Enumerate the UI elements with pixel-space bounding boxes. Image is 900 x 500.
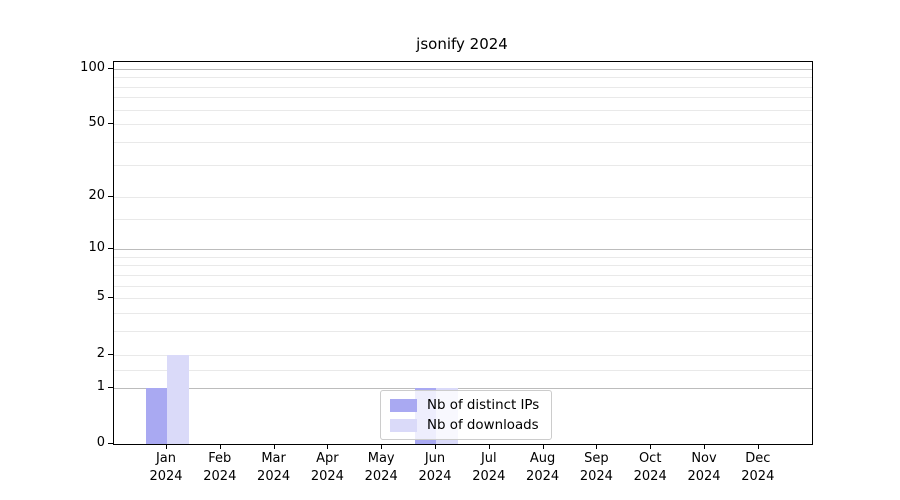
x-tick-label-year: 2024 — [203, 469, 237, 484]
gridline-2 — [114, 354, 812, 356]
y-tick-mark-20 — [108, 195, 113, 197]
x-tick-label-jul: Jul 2024 — [457, 450, 521, 486]
gridline-8 — [114, 265, 812, 267]
y-tick-mark-1 — [108, 386, 113, 388]
x-tick-mark-aug-2024 — [542, 444, 544, 449]
x-tick-label-jan: Jan 2024 — [134, 450, 198, 486]
y-tick-label-20: 20 — [88, 187, 105, 203]
x-tick-mark-oct-2024 — [650, 444, 652, 449]
x-tick-mark-jun-2024 — [435, 444, 436, 449]
x-tick-label-mar: Mar 2024 — [242, 450, 306, 486]
plot-area: Nb of distinct IPs Nb of downloads — [113, 61, 813, 445]
gridline-6 — [114, 285, 812, 287]
y-tick-mark-5 — [108, 297, 113, 299]
y-tick-mark-0 — [108, 443, 113, 444]
gridline-7 — [114, 274, 812, 276]
x-tick-label-year: 2024 — [741, 469, 775, 484]
x-tick-label-month: Dec — [745, 451, 771, 466]
x-tick-label-month: Nov — [691, 451, 717, 466]
gridline-70 — [114, 97, 812, 99]
legend-item-nb-of-distinct-ips: Nb of distinct IPs — [388, 395, 544, 415]
y-tick-mark-10 — [108, 248, 113, 250]
x-tick-mark-dec-2024 — [757, 444, 759, 449]
x-tick-mark-jan-2024 — [166, 444, 167, 449]
x-tick-label-month: Sep — [584, 451, 609, 466]
x-tick-label-oct: Oct 2024 — [618, 450, 682, 486]
x-tick-label-aug: Aug 2024 — [511, 450, 575, 486]
x-tick-label-month: Jan — [155, 451, 177, 466]
gridline-1.5 — [114, 369, 812, 371]
x-tick-mark-nov-2024 — [704, 444, 705, 449]
gridline-40 — [114, 142, 812, 144]
y-tick-mark-50 — [108, 123, 113, 125]
gridline-5 — [114, 298, 812, 300]
x-tick-mark-jul-2024 — [488, 444, 490, 449]
x-tick-label-year: 2024 — [526, 469, 560, 484]
y-tick-label-1: 1 — [96, 378, 105, 394]
x-tick-mark-mar-2024 — [273, 444, 275, 449]
x-tick-label-dec: Dec 2024 — [726, 450, 790, 486]
gridline-100 — [114, 68, 812, 70]
y-tick-label-10: 10 — [88, 240, 105, 256]
gridline-3 — [114, 331, 812, 333]
y-tick-mark-100 — [108, 67, 113, 69]
gridline-15 — [114, 218, 812, 220]
gridline-30 — [114, 164, 812, 166]
gridline-1 — [114, 387, 812, 389]
y-axis-labels: 0 1 2 5 10 20 50 100 — [0, 0, 105, 500]
x-tick-mark-may-2024 — [381, 444, 383, 449]
x-tick-label-may: May 2024 — [349, 450, 413, 486]
bar-nb-of-downloads-jan-2024 — [167, 354, 189, 444]
x-tick-mark-apr-2024 — [327, 444, 329, 449]
x-tick-label-year: 2024 — [364, 469, 398, 484]
gridline-10 — [114, 249, 812, 251]
legend-swatch-nb-of-downloads — [390, 418, 417, 432]
chart-title: jsonify 2024 — [416, 35, 508, 53]
bar-nb-of-distinct-ips-jan-2024 — [145, 387, 167, 444]
y-tick-label-50: 50 — [88, 115, 105, 131]
y-tick-label-2: 2 — [96, 345, 105, 361]
x-tick-label-year: 2024 — [687, 469, 721, 484]
y-tick-mark-2 — [108, 353, 113, 355]
gridline-60 — [114, 109, 812, 111]
gridline-20 — [114, 196, 812, 198]
x-tick-label-feb: Feb 2024 — [188, 450, 252, 486]
x-tick-mark-sep-2024 — [596, 444, 598, 449]
gridline-9 — [114, 256, 812, 258]
x-tick-label-month: Oct — [638, 451, 662, 466]
x-tick-label-sep: Sep 2024 — [564, 450, 628, 486]
legend-label-nb-of-downloads: Nb of downloads — [427, 417, 539, 433]
legend: Nb of distinct IPs Nb of downloads — [380, 390, 552, 440]
x-tick-label-nov: Nov 2024 — [672, 450, 736, 486]
x-tick-label-year: 2024 — [149, 469, 183, 484]
x-tick-label-month: Jun — [424, 451, 446, 466]
gridline-90 — [114, 77, 812, 79]
x-tick-label-apr: Apr 2024 — [295, 450, 359, 486]
x-tick-label-month: May — [367, 451, 395, 466]
gridline-4 — [114, 313, 812, 315]
x-tick-label-year: 2024 — [633, 469, 667, 484]
x-tick-label-month: Jul — [480, 451, 497, 466]
y-tick-label-100: 100 — [80, 59, 105, 75]
x-tick-label-year: 2024 — [472, 469, 506, 484]
y-tick-label-0: 0 — [96, 435, 105, 450]
x-tick-label-month: Feb — [208, 451, 232, 466]
x-tick-label-year: 2024 — [310, 469, 344, 484]
legend-swatch-nb-of-distinct-ips — [390, 398, 417, 412]
legend-label-nb-of-distinct-ips: Nb of distinct IPs — [427, 397, 540, 413]
y-tick-label-5: 5 — [96, 289, 105, 305]
x-tick-label-month: Mar — [261, 451, 286, 466]
x-tick-mark-feb-2024 — [219, 444, 221, 449]
gridline-50 — [114, 124, 812, 126]
x-tick-label-year: 2024 — [418, 469, 452, 484]
x-tick-label-year: 2024 — [257, 469, 291, 484]
legend-item-nb-of-downloads: Nb of downloads — [388, 415, 544, 435]
x-tick-label-month: Apr — [316, 451, 339, 466]
gridline-80 — [114, 86, 812, 88]
x-tick-label-jun: Jun 2024 — [403, 450, 467, 486]
x-tick-label-month: Aug — [529, 451, 556, 466]
x-tick-label-year: 2024 — [579, 469, 613, 484]
